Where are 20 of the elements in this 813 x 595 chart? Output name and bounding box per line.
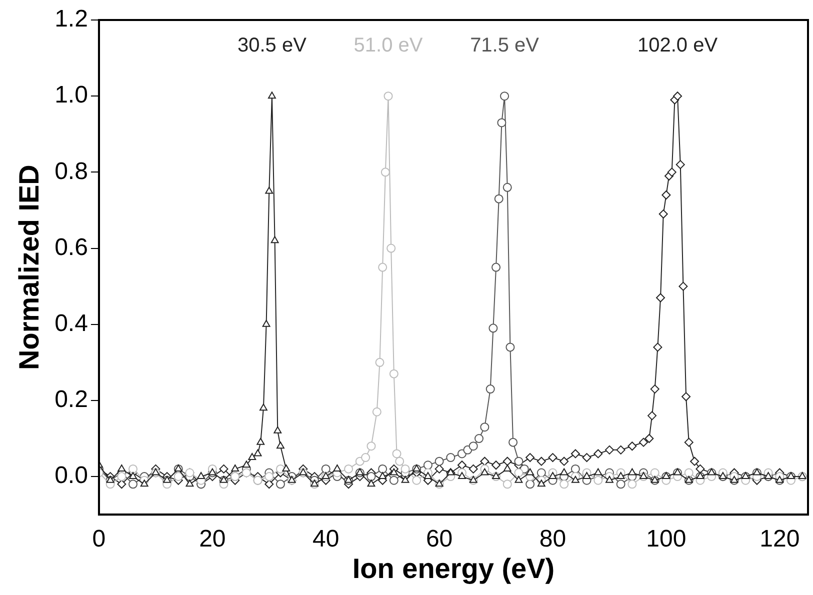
y-tick-label: 0.6 [54, 234, 88, 261]
x-tick-label: 80 [539, 526, 566, 553]
y-tick-label: 0.0 [54, 462, 88, 490]
y-tick-label: 0.8 [54, 158, 88, 185]
annotation: 51.0 eV [354, 34, 424, 57]
annotation: 71.5 eV [470, 34, 540, 57]
y-tick-label: 1.2 [54, 6, 88, 33]
annotation: 30.5 eV [237, 34, 308, 57]
annotation: 102.0 eV [638, 34, 718, 57]
x-tick-label: 20 [199, 526, 226, 553]
y-tick-label: 0.4 [54, 310, 88, 337]
x-tick-label: 100 [646, 526, 686, 553]
x-tick-label: 120 [760, 526, 800, 553]
y-axis-title: Normalized IED [14, 164, 45, 370]
x-tick-label: 60 [426, 526, 453, 553]
y-tick-label: 1.0 [54, 82, 88, 109]
x-tick-label: 0 [92, 526, 106, 553]
x-tick-label: 40 [312, 526, 340, 553]
x-axis-title: Ion energy (eV) [352, 552, 555, 584]
y-tick-label: 0.2 [54, 386, 88, 414]
